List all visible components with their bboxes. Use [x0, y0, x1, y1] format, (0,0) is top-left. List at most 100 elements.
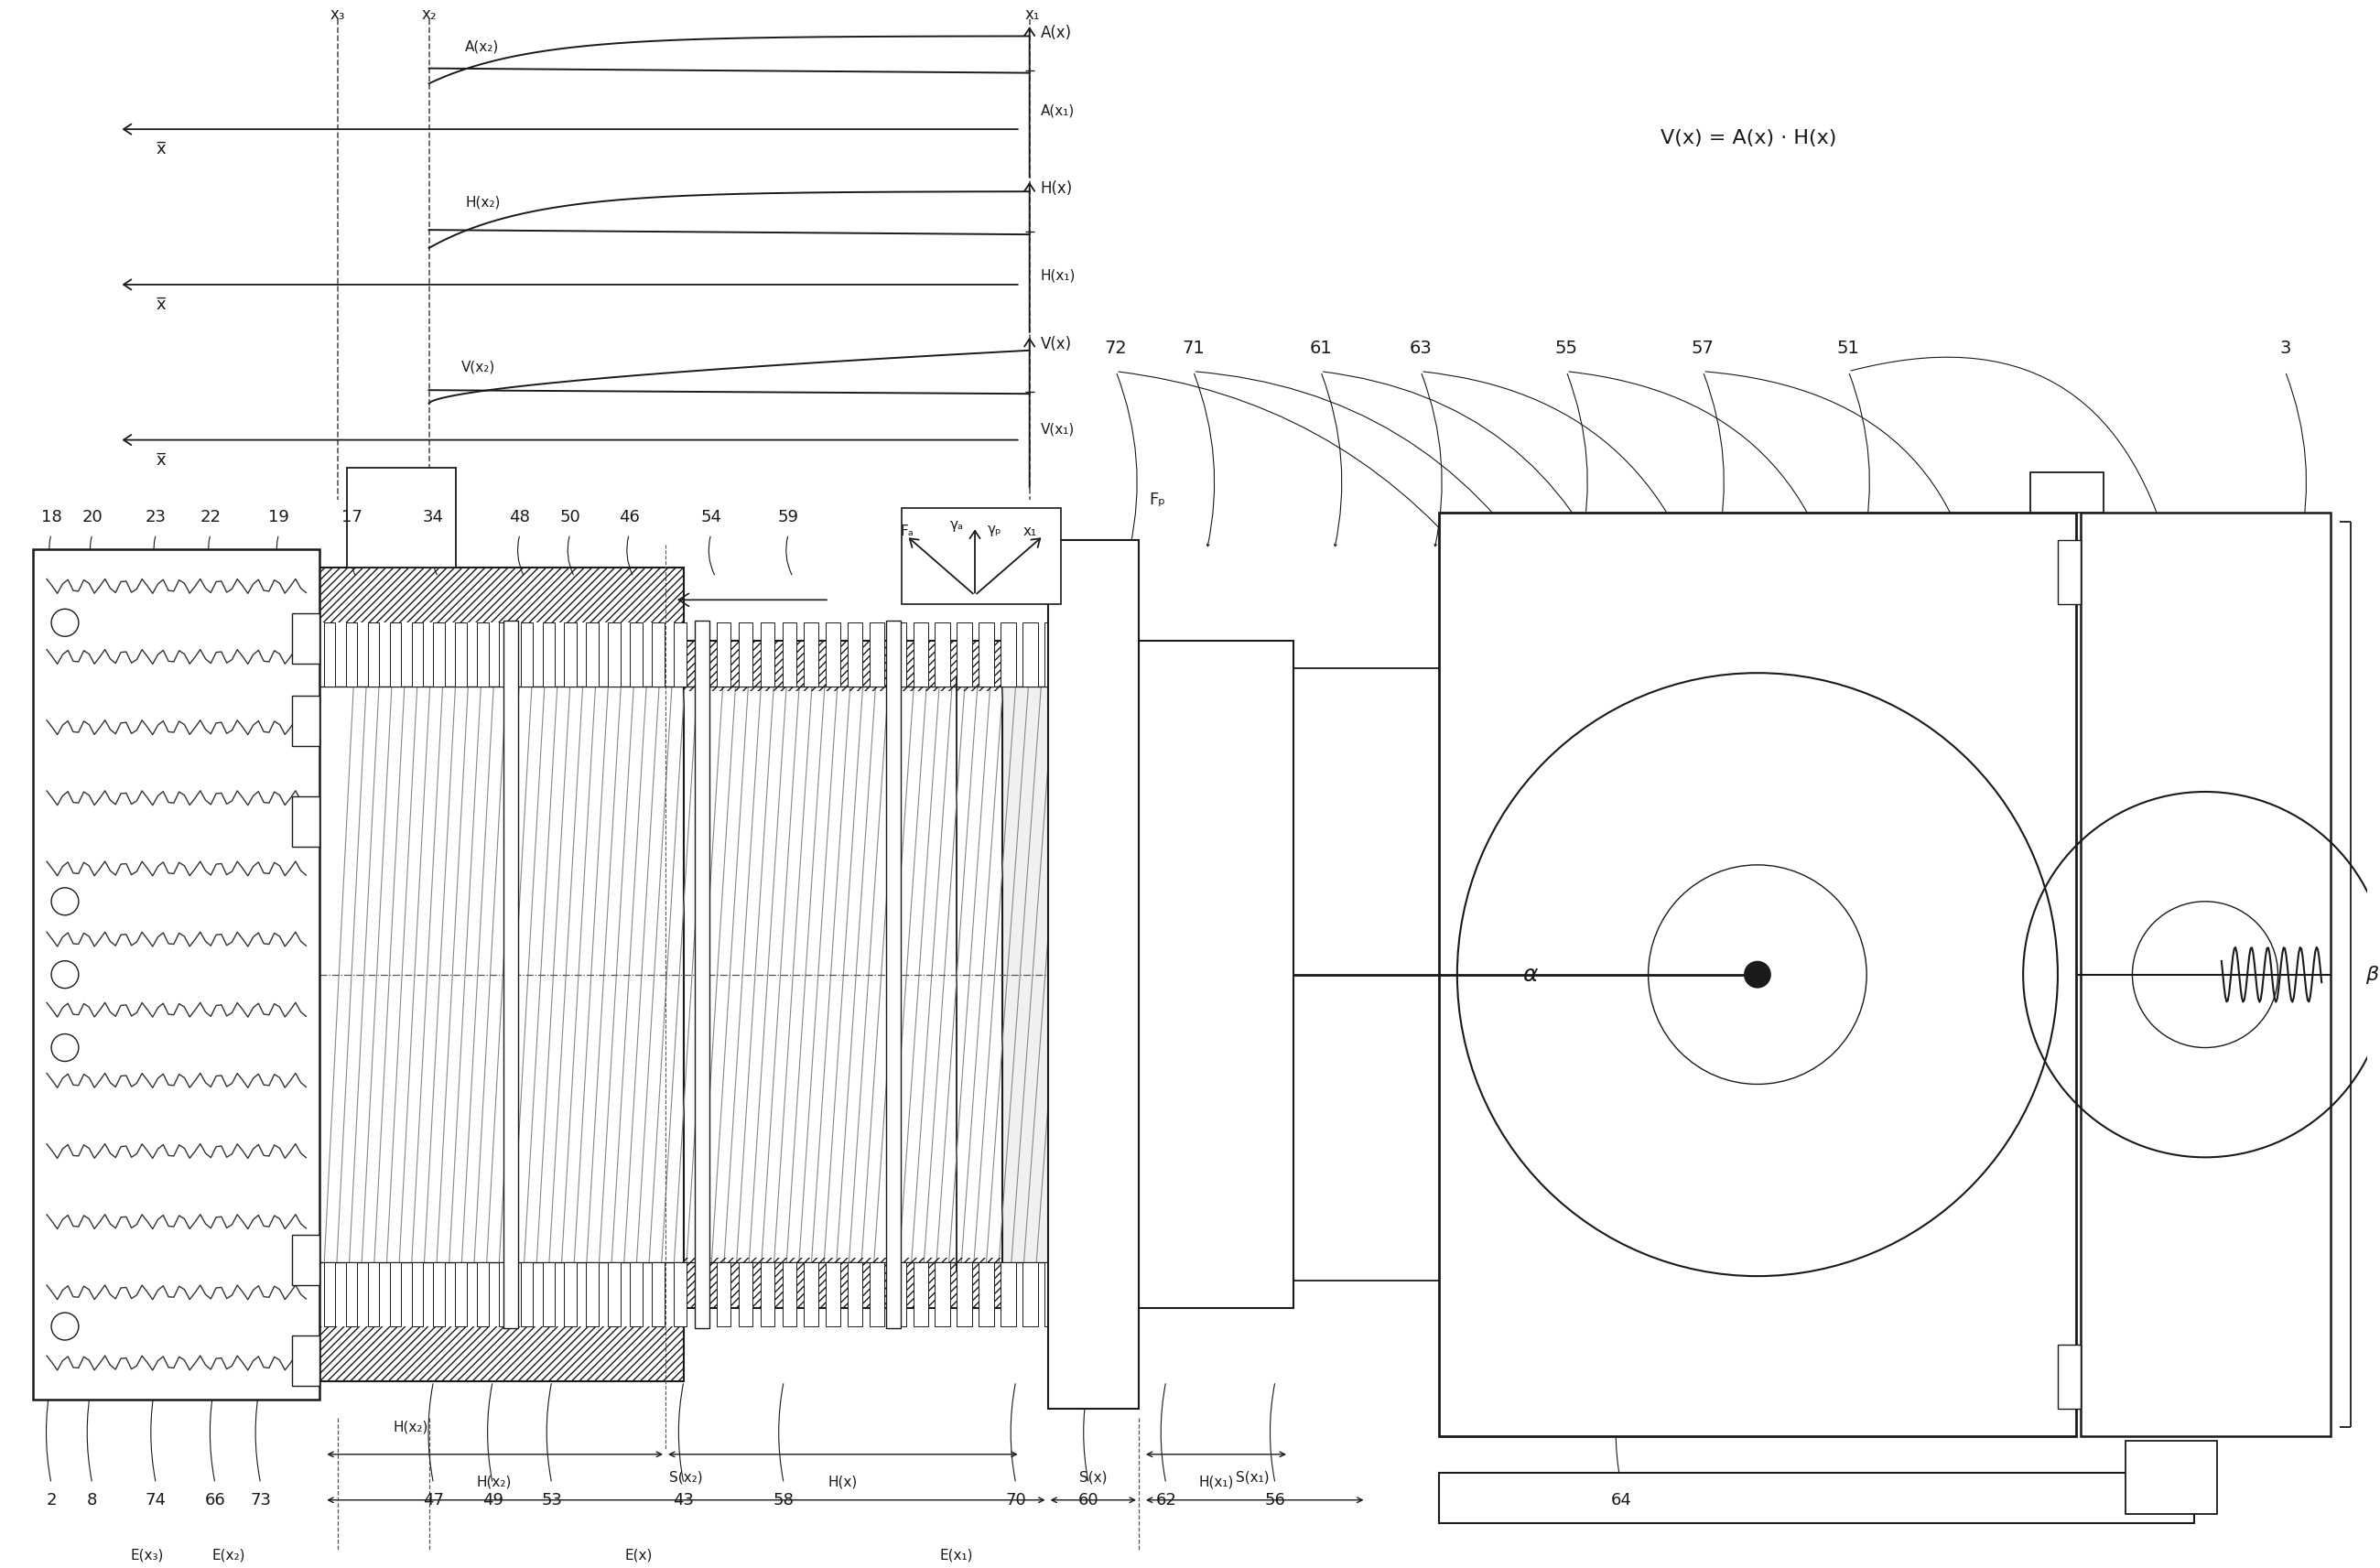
Bar	[455, 1262, 466, 1327]
Bar	[716, 1262, 731, 1327]
Bar	[521, 1262, 533, 1327]
Bar	[293, 613, 319, 663]
Bar	[293, 1336, 319, 1386]
Text: Fₐ: Fₐ	[900, 524, 914, 538]
Bar	[738, 622, 752, 687]
Bar	[412, 1262, 424, 1327]
Bar	[695, 622, 709, 687]
Bar	[957, 1262, 973, 1327]
Text: S(x): S(x)	[1078, 1471, 1107, 1483]
Text: H(x₂): H(x₂)	[476, 1475, 512, 1488]
Bar	[695, 621, 709, 1328]
Bar	[914, 622, 928, 687]
Bar	[433, 622, 445, 687]
Bar	[1138, 641, 1292, 1308]
Text: 22: 22	[200, 510, 221, 525]
Bar	[2059, 1345, 2080, 1408]
Text: 34: 34	[424, 510, 445, 525]
Bar	[978, 622, 995, 687]
Bar	[585, 622, 600, 687]
Bar	[885, 621, 900, 1328]
Text: V(x): V(x)	[1040, 336, 1071, 353]
Bar	[631, 1262, 643, 1327]
Bar	[738, 1262, 752, 1327]
Text: 72: 72	[1104, 340, 1128, 358]
Bar	[521, 622, 533, 687]
Text: E(x₂): E(x₂)	[212, 1548, 245, 1562]
Bar	[390, 622, 402, 687]
Text: S(x₂): S(x₂)	[669, 1471, 702, 1483]
Text: 55: 55	[1554, 340, 1578, 358]
Bar	[957, 622, 973, 687]
Text: 8: 8	[88, 1491, 98, 1508]
Bar	[412, 622, 424, 687]
Bar	[293, 797, 319, 847]
Text: x̅: x̅	[155, 141, 164, 157]
Bar	[914, 1262, 928, 1327]
Text: A(x₁): A(x₁)	[1040, 103, 1073, 118]
Bar	[695, 1262, 709, 1327]
Text: 53: 53	[540, 1491, 562, 1508]
Bar	[390, 1262, 402, 1327]
Bar	[2030, 472, 2104, 513]
Bar	[935, 622, 950, 687]
Bar	[564, 622, 576, 687]
Text: 54: 54	[700, 510, 721, 525]
Text: H(x₂): H(x₂)	[466, 196, 500, 209]
Bar	[652, 1262, 664, 1327]
Bar	[783, 622, 797, 687]
Bar	[674, 1262, 688, 1327]
Text: 60: 60	[1078, 1491, 1100, 1508]
Bar	[652, 622, 664, 687]
Bar	[369, 622, 378, 687]
Bar	[2059, 541, 2080, 604]
Text: A(x): A(x)	[1040, 25, 1071, 41]
Text: 17: 17	[340, 510, 362, 525]
Bar	[804, 1262, 819, 1327]
Text: V(x) = A(x) · H(x): V(x) = A(x) · H(x)	[1661, 129, 1837, 147]
Bar	[1440, 513, 2075, 1436]
Bar	[319, 568, 683, 1381]
Bar	[683, 1258, 1002, 1308]
Bar	[455, 622, 466, 687]
Text: 71: 71	[1183, 340, 1204, 358]
Bar	[607, 1262, 621, 1327]
Bar	[369, 1262, 378, 1327]
Bar	[869, 622, 885, 687]
Circle shape	[1745, 961, 1771, 988]
Text: H(x): H(x)	[1040, 180, 1073, 198]
Bar	[324, 1262, 336, 1327]
Text: Fₚ: Fₚ	[1150, 491, 1166, 508]
Text: 48: 48	[509, 510, 531, 525]
Text: γₐ: γₐ	[950, 517, 964, 532]
Text: x̅: x̅	[155, 452, 164, 469]
Bar	[564, 1262, 576, 1327]
Bar	[293, 696, 319, 746]
Bar	[324, 687, 1071, 1262]
Bar	[892, 1262, 907, 1327]
Text: V(x₂): V(x₂)	[462, 361, 495, 373]
Bar	[607, 622, 621, 687]
Text: 62: 62	[1157, 1491, 1176, 1508]
Bar	[783, 1262, 797, 1327]
Bar	[826, 1262, 840, 1327]
Bar	[902, 508, 1061, 604]
Text: 56: 56	[1264, 1491, 1285, 1508]
Text: 64: 64	[1611, 1491, 1630, 1508]
Bar	[476, 1262, 488, 1327]
Text: 46: 46	[619, 510, 640, 525]
Text: H(x₁): H(x₁)	[1040, 268, 1076, 282]
Bar	[324, 622, 336, 687]
Bar	[631, 622, 643, 687]
Bar	[293, 1236, 319, 1286]
Text: 74: 74	[145, 1491, 167, 1508]
Bar	[1045, 1262, 1059, 1327]
Bar	[683, 641, 1002, 1308]
Bar	[543, 1262, 555, 1327]
Bar	[476, 622, 488, 687]
Bar	[33, 550, 319, 1400]
Text: H(x): H(x)	[828, 1475, 857, 1488]
Text: 70: 70	[1004, 1491, 1026, 1508]
Bar	[2080, 513, 2330, 1436]
Bar	[500, 1262, 512, 1327]
